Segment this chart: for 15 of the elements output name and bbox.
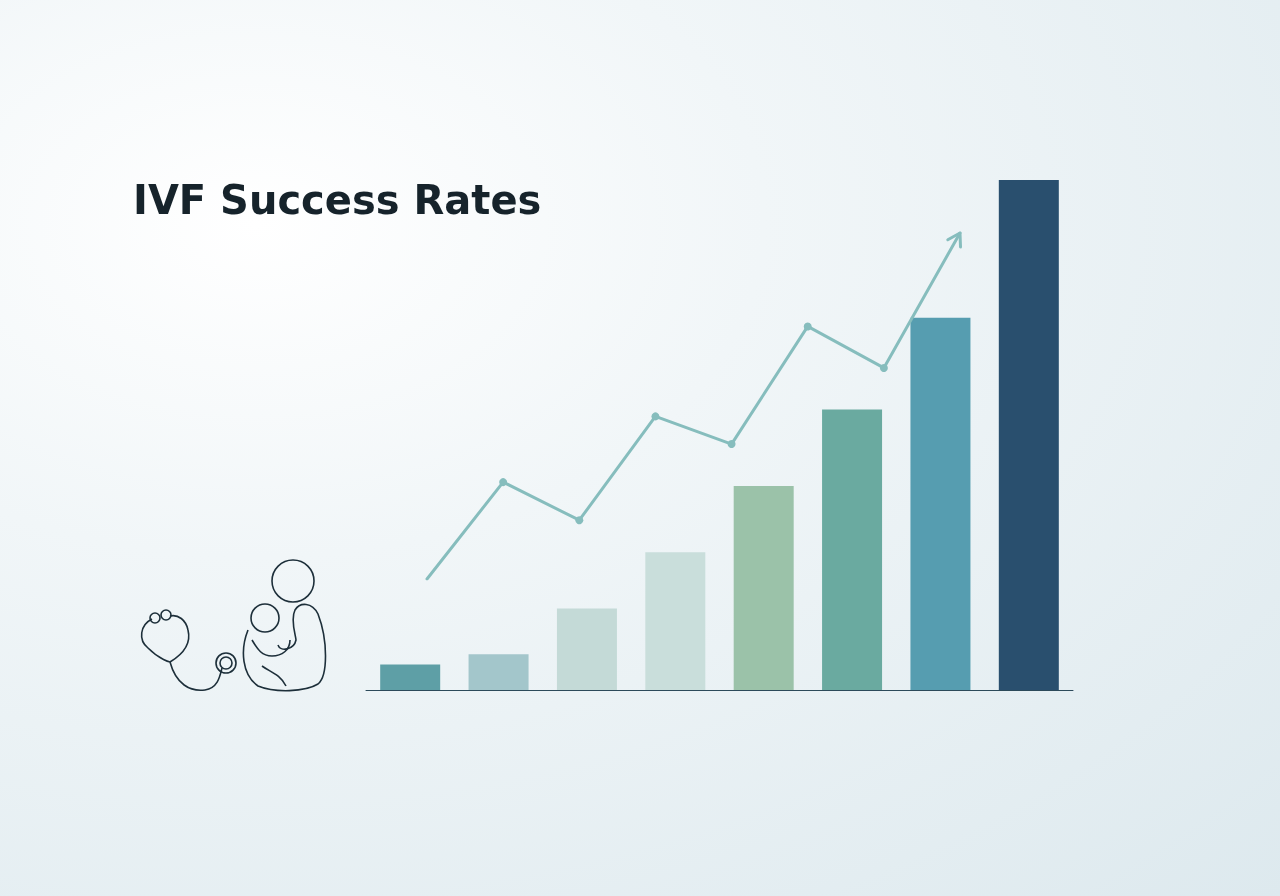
- point: [651, 412, 660, 421]
- point: [575, 516, 584, 525]
- bar: [380, 664, 441, 690]
- bar: [645, 552, 706, 690]
- bar: [998, 180, 1059, 690]
- bar: [733, 486, 794, 690]
- point: [879, 363, 888, 372]
- point: [803, 322, 812, 331]
- bar: [468, 654, 529, 690]
- point: [727, 440, 736, 449]
- bar: [822, 409, 883, 690]
- chart-title: IVF Success Rates: [133, 177, 542, 223]
- point: [499, 478, 508, 487]
- bar: [556, 608, 617, 690]
- bar: [910, 317, 971, 690]
